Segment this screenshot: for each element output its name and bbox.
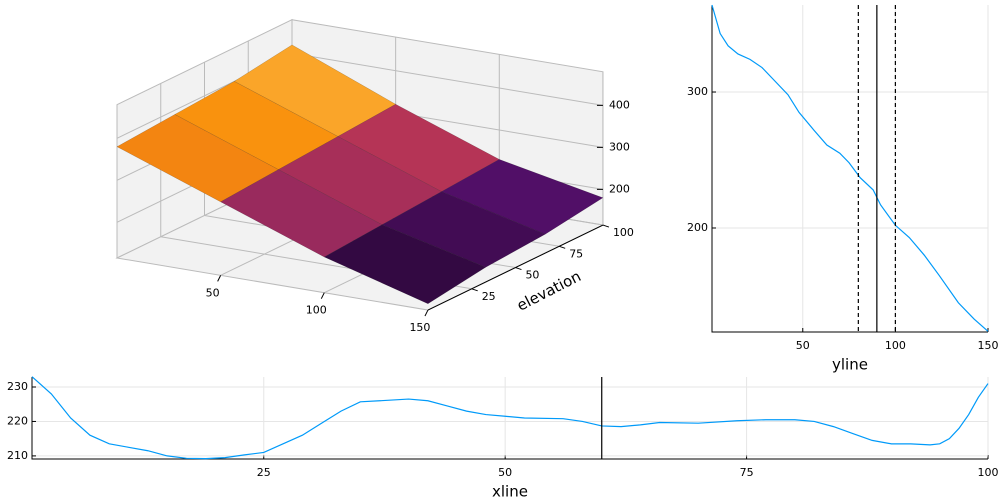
y-tick: [602, 224, 610, 228]
y-axis: [427, 224, 604, 311]
grid-line: [291, 52, 604, 106]
y-tick: [471, 288, 478, 292]
x-axis-label: xline: [492, 483, 528, 500]
x-tick-label: 50: [206, 286, 220, 299]
x-tick-label: 25: [257, 466, 271, 479]
axis-frame: [711, 5, 988, 333]
y-tick-label: 25: [482, 290, 496, 303]
x-tick-label: 100: [978, 466, 999, 479]
x-tick-label: 75: [740, 466, 754, 479]
x-tick: [217, 275, 222, 282]
z-tick-label: 300: [609, 140, 630, 153]
y-tick: [559, 245, 566, 249]
x-tick-label: 150: [978, 339, 999, 352]
line: [31, 376, 989, 460]
x-tick-label: 100: [306, 304, 327, 317]
x-tick-label: 50: [498, 466, 512, 479]
x-tick-label: 150: [409, 321, 430, 334]
line: [711, 4, 989, 332]
z-tick-label: 400: [609, 98, 630, 111]
y-tick-label: 230: [7, 380, 28, 393]
z-tick-label: 200: [609, 182, 630, 195]
y-tick-label: 300: [687, 85, 708, 98]
x-axis-label: yline: [832, 356, 868, 374]
y-tick-label: 220: [7, 414, 28, 427]
y-tick-label: 200: [687, 221, 708, 234]
x-tick-label: 100: [885, 339, 906, 352]
x-tick-label: 50: [796, 339, 810, 352]
y-tick: [515, 267, 522, 271]
y-tick-label: 50: [525, 269, 539, 282]
x-tick: [424, 309, 429, 317]
y-tick-label: 75: [569, 247, 583, 260]
y-tick-label: 210: [7, 449, 28, 462]
axis-frame: [31, 377, 988, 460]
y-tick-label: 100: [613, 226, 634, 239]
surface-patch: [323, 224, 487, 305]
x-tick: [320, 292, 325, 299]
